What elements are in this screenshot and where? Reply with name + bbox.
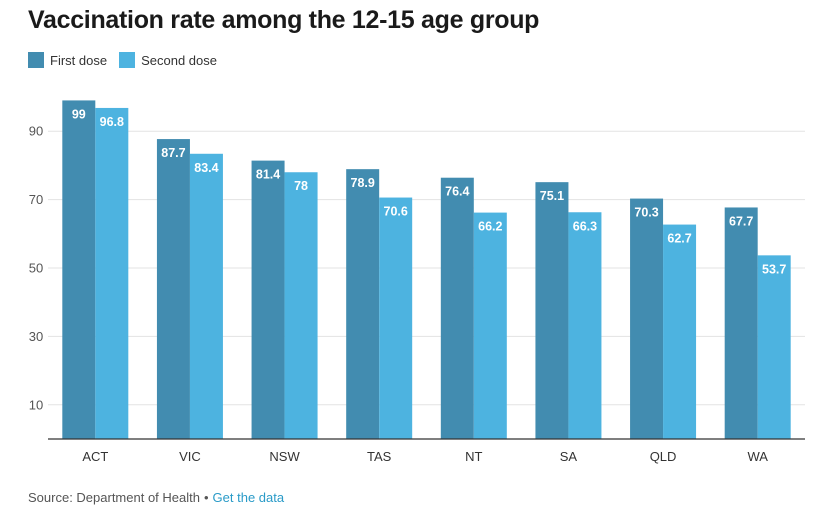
- bar-second-dose: [189, 153, 223, 439]
- data-label: 99: [72, 107, 86, 121]
- x-tick-label: WA: [747, 449, 768, 464]
- bar-second-dose: [568, 212, 602, 439]
- bar-first-dose: [346, 169, 380, 440]
- legend-label-second-dose: Second dose: [141, 52, 217, 68]
- data-label: 70.3: [634, 206, 658, 220]
- data-label: 78: [294, 179, 308, 193]
- chart-title: Vaccination rate among the 12-15 age gro…: [28, 6, 540, 34]
- x-tick-label: ACT: [82, 449, 108, 464]
- legend-swatch-second-dose: [119, 52, 136, 68]
- data-label: 70.6: [384, 205, 408, 219]
- data-label: 83.4: [194, 161, 218, 175]
- bar-first-dose: [724, 207, 758, 439]
- bar-second-dose: [473, 212, 507, 439]
- bar-first-dose: [440, 177, 474, 439]
- bar-second-dose: [379, 197, 413, 439]
- bar-first-dose: [251, 160, 285, 439]
- data-label: 76.4: [445, 185, 469, 199]
- y-tick-label: 90: [29, 124, 43, 139]
- legend-item-second-dose: Second dose: [119, 52, 217, 68]
- x-tick-label: NT: [465, 449, 482, 464]
- y-tick-label: 50: [29, 261, 43, 276]
- bar-second-dose: [95, 107, 129, 439]
- legend-swatch-first-dose: [28, 52, 44, 68]
- legend: First dose Second dose: [28, 52, 229, 68]
- legend-item-first-dose: First dose: [28, 52, 107, 68]
- bar-chart: 10 30 50 70 90 99 96.8 ACT 87.7 83.4 VIC 81.4 78 NSW 7…: [29, 100, 805, 464]
- x-tick-label: TAS: [367, 449, 392, 464]
- x-tick-label: SA: [560, 449, 578, 464]
- data-label: 78.9: [351, 176, 375, 190]
- legend-label-first-dose: First dose: [50, 52, 108, 68]
- x-tick-label: NSW: [269, 449, 300, 464]
- get-the-data-link[interactable]: Get the data: [212, 490, 285, 505]
- data-label: 81.4: [256, 168, 280, 182]
- bar-first-dose: [535, 182, 569, 439]
- data-label: 67.7: [729, 214, 753, 228]
- x-tick-label: VIC: [179, 449, 201, 464]
- bar-first-dose: [156, 139, 190, 440]
- footer: Source: Department of Health • Get the dat…: [28, 490, 284, 505]
- bar-second-dose: [757, 255, 791, 439]
- x-tick-label: QLD: [650, 449, 677, 464]
- data-label: 53.7: [762, 262, 786, 276]
- data-label: 62.7: [667, 232, 691, 246]
- bar-second-dose: [284, 172, 318, 440]
- bar-second-dose: [663, 224, 697, 439]
- data-label: 87.7: [161, 146, 185, 160]
- data-label: 96.8: [100, 115, 124, 129]
- y-tick-label: 70: [29, 192, 43, 207]
- y-tick-label: 10: [29, 397, 43, 412]
- bar-first-dose: [62, 100, 96, 440]
- data-label: 66.3: [573, 219, 597, 233]
- source-text: Source: Department of Health: [28, 490, 200, 505]
- data-label: 66.2: [478, 220, 502, 234]
- y-tick-label: 30: [29, 329, 43, 344]
- bar-first-dose: [630, 198, 664, 439]
- footer-separator: •: [203, 490, 209, 505]
- data-label: 75.1: [540, 189, 564, 203]
